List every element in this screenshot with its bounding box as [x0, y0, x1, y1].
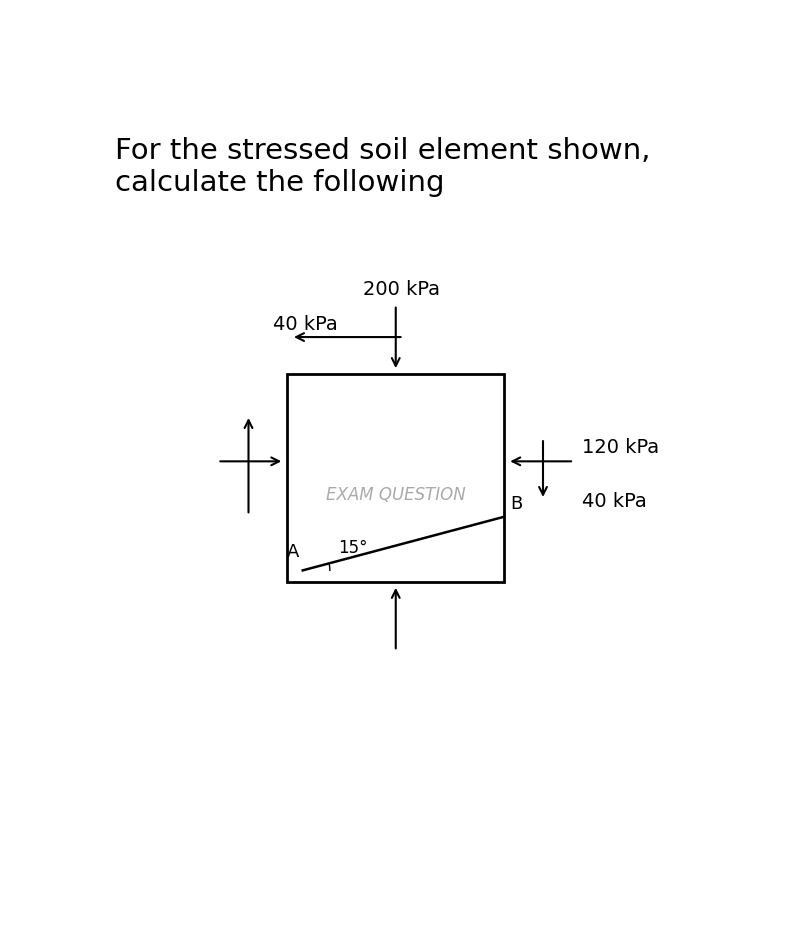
Text: A: A — [287, 543, 299, 561]
Bar — [288, 374, 505, 582]
Text: 40 kPa: 40 kPa — [582, 492, 646, 511]
Text: B: B — [510, 495, 522, 513]
Text: EXAM QUESTION: EXAM QUESTION — [326, 485, 466, 503]
Text: For the stressed soil element shown,: For the stressed soil element shown, — [115, 137, 650, 165]
Text: 40 kPa: 40 kPa — [273, 315, 338, 334]
Text: 120 kPa: 120 kPa — [582, 438, 659, 457]
Text: calculate the following: calculate the following — [115, 169, 445, 197]
Text: 15°: 15° — [338, 538, 367, 556]
Text: 200 kPa: 200 kPa — [364, 280, 441, 299]
